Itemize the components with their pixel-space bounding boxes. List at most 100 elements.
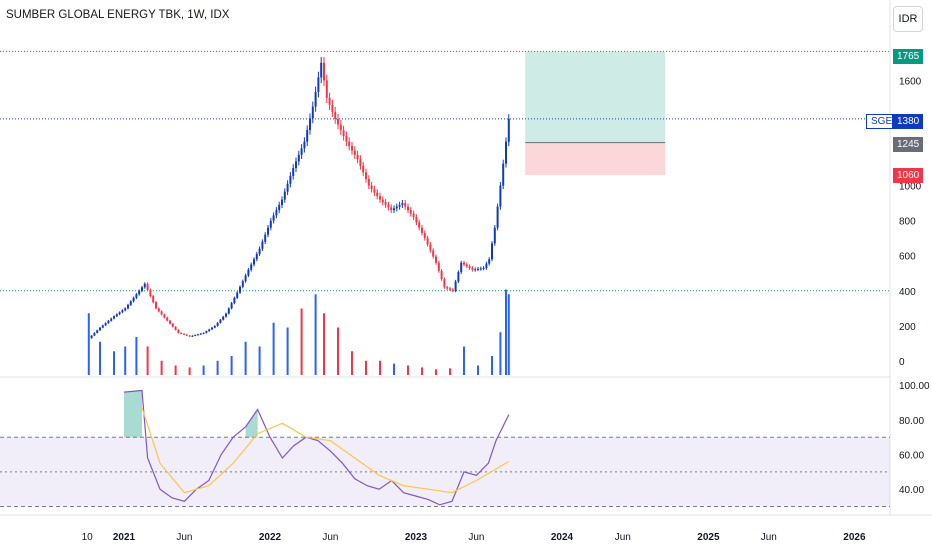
candle-body bbox=[132, 297, 135, 302]
candle-body bbox=[269, 220, 272, 228]
price-tick-label: 1600 bbox=[899, 76, 922, 87]
candle-body bbox=[303, 141, 306, 149]
candle-body bbox=[250, 264, 253, 270]
volume-bar bbox=[124, 346, 127, 375]
rsi-tick-label: 40.00 bbox=[899, 485, 924, 496]
rsi-tick-label: 60.00 bbox=[899, 451, 924, 462]
entry-price-tag: 1245 bbox=[893, 137, 924, 152]
rsi-overbought-marker bbox=[124, 390, 509, 426]
candle-body bbox=[320, 62, 323, 78]
candle-body bbox=[387, 204, 390, 208]
volume-bar bbox=[230, 356, 233, 375]
volume-bar bbox=[507, 294, 510, 375]
candle-body bbox=[373, 189, 376, 193]
volume-bar bbox=[463, 346, 465, 375]
candle-body bbox=[169, 320, 171, 324]
currency-button[interactable]: IDR bbox=[893, 6, 923, 32]
candle-body bbox=[143, 283, 146, 288]
symbol-tag: SGER bbox=[866, 114, 899, 129]
price-tick-label: 1000 bbox=[899, 182, 922, 193]
candle-body bbox=[227, 308, 230, 314]
candle-body bbox=[337, 118, 339, 125]
candle-body bbox=[261, 241, 264, 249]
candle-body bbox=[244, 275, 247, 282]
candle-body bbox=[334, 111, 337, 119]
candle-body bbox=[323, 62, 325, 81]
candle-body bbox=[297, 154, 300, 162]
candle-body bbox=[479, 268, 482, 270]
candle-body bbox=[311, 106, 314, 119]
candle-body bbox=[219, 319, 222, 323]
price-tick-label: 0 bbox=[899, 357, 905, 368]
price-tick-label: 800 bbox=[899, 217, 916, 228]
candle-body bbox=[236, 292, 239, 298]
candle-body bbox=[177, 329, 180, 333]
rsi-overbought-fill bbox=[124, 390, 142, 438]
candle-body bbox=[121, 310, 124, 313]
candle-body bbox=[180, 332, 183, 334]
time-tick-label: Jun bbox=[615, 532, 631, 543]
candle-body bbox=[183, 333, 185, 335]
candle-body bbox=[211, 327, 213, 330]
volume-bar bbox=[99, 341, 101, 375]
candle-body bbox=[353, 150, 356, 155]
volume-bar bbox=[421, 367, 423, 375]
candle-body bbox=[272, 215, 275, 221]
candle-body bbox=[157, 308, 160, 312]
candle-body bbox=[465, 264, 468, 267]
candle-body bbox=[507, 118, 510, 142]
stop-price-tag: 1060 bbox=[893, 168, 924, 183]
candle-body bbox=[93, 332, 96, 336]
candle-body bbox=[96, 330, 99, 333]
volume-bar bbox=[365, 360, 367, 375]
candle-body bbox=[367, 178, 370, 186]
time-tick-label: 2025 bbox=[697, 532, 720, 543]
volume-bar bbox=[272, 322, 275, 375]
candle-body bbox=[505, 141, 507, 164]
candle-body bbox=[146, 283, 149, 290]
volume-bar bbox=[393, 363, 395, 375]
time-tick-label: Jun bbox=[468, 532, 484, 543]
time-tick-label: 2026 bbox=[843, 532, 866, 543]
volume-bar bbox=[258, 346, 261, 375]
rsi-tick-label: 100.00 bbox=[899, 381, 930, 392]
candle-body bbox=[463, 262, 465, 265]
candle-body bbox=[342, 130, 345, 137]
candle-body bbox=[222, 316, 225, 320]
candle-body bbox=[191, 335, 194, 337]
volume-bar bbox=[323, 313, 325, 375]
candle-body bbox=[421, 227, 423, 233]
candle-body bbox=[281, 199, 283, 205]
candle-body bbox=[101, 325, 104, 328]
volume-bar bbox=[135, 337, 138, 375]
volume-bar bbox=[174, 365, 177, 375]
candle-body bbox=[99, 327, 101, 331]
candle-body bbox=[239, 286, 241, 293]
volume-bar bbox=[146, 346, 149, 375]
candle-body bbox=[390, 207, 393, 211]
candle-body bbox=[258, 248, 261, 254]
candle-body bbox=[451, 289, 454, 291]
candle-body bbox=[426, 238, 429, 245]
time-tick-label: 2022 bbox=[259, 532, 282, 543]
candle-body bbox=[295, 161, 297, 169]
volume-bar bbox=[113, 351, 115, 375]
candle-body bbox=[404, 203, 407, 207]
candle-body bbox=[309, 118, 311, 131]
chart-title: SUMBER GLOBAL ENERGY TBK, 1W, IDX bbox=[6, 9, 230, 21]
candle-body bbox=[205, 331, 208, 333]
candle-body bbox=[286, 183, 289, 192]
candle-body bbox=[331, 104, 334, 112]
candle-body bbox=[348, 141, 351, 147]
candle-body bbox=[443, 279, 446, 288]
candle-body bbox=[124, 308, 127, 311]
volume-bar bbox=[244, 341, 247, 375]
candle-body bbox=[317, 77, 320, 93]
candle-body bbox=[351, 146, 353, 151]
position-target-zone bbox=[525, 51, 666, 143]
volume-bar bbox=[407, 365, 409, 375]
rsi-tick-label: 80.00 bbox=[899, 416, 924, 427]
candle-body bbox=[171, 323, 174, 327]
volume-bar bbox=[286, 327, 289, 375]
